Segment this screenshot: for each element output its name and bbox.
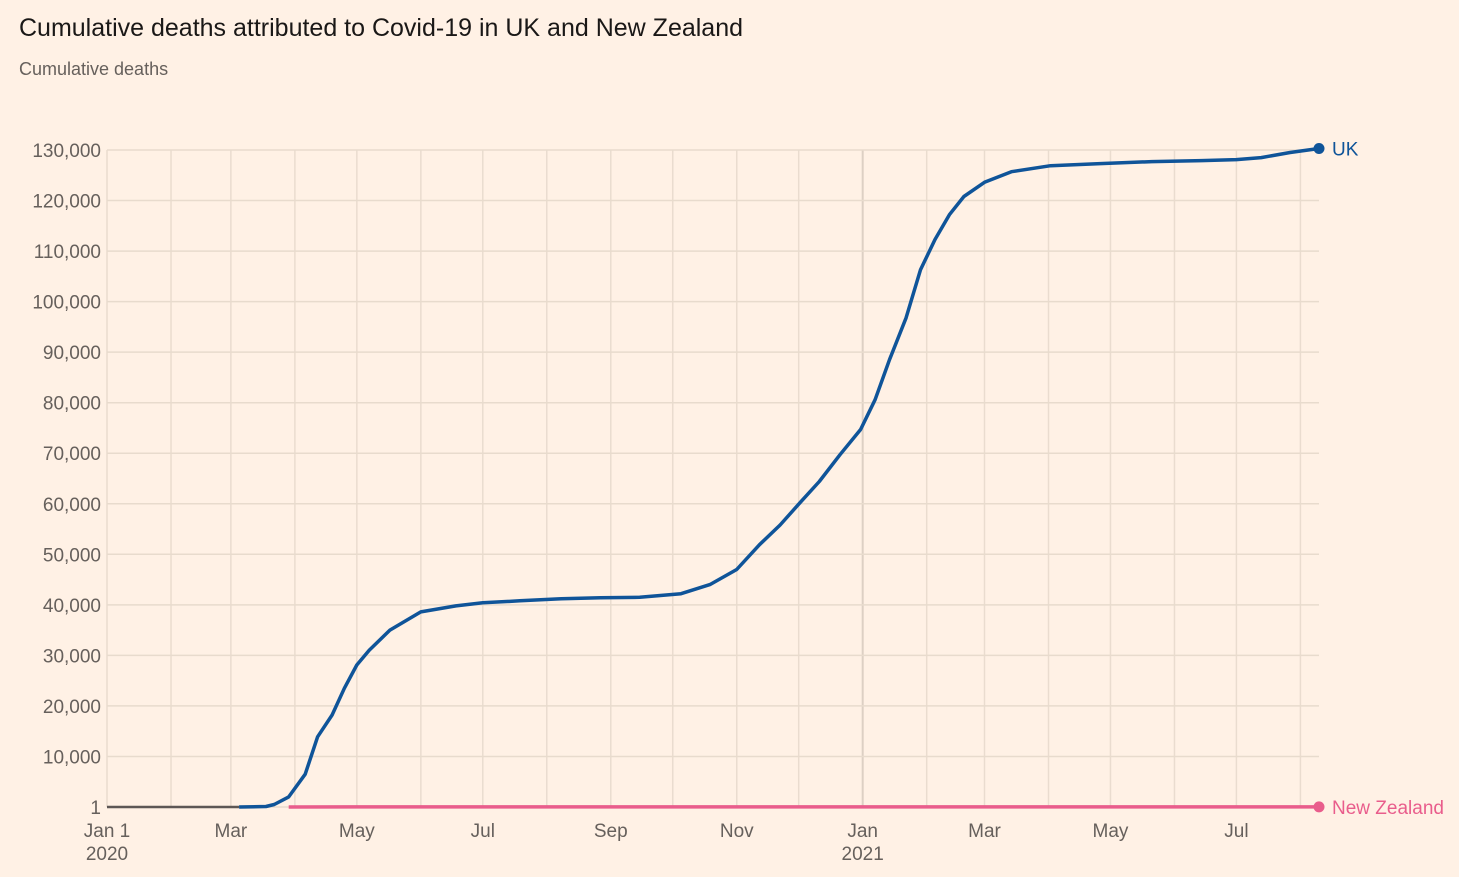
chart-title: Cumulative deaths attributed to Covid-19… <box>19 14 744 42</box>
x-tick-label: Jan 1 <box>84 821 130 842</box>
y-tick-label: 120,000 <box>32 192 101 213</box>
series-label: New Zealand <box>1332 798 1444 819</box>
y-tick-label: 10,000 <box>43 747 101 768</box>
x-tick-label: Sep <box>594 821 628 842</box>
series-end-marker <box>1313 801 1325 813</box>
x-tick-label: Jan <box>847 821 878 842</box>
y-tick-label: 1 <box>90 798 101 819</box>
x-tick-year-label: 2021 <box>842 844 884 865</box>
series-end-marker <box>1313 142 1325 154</box>
y-tick-label: 80,000 <box>43 394 101 415</box>
y-tick-label: 50,000 <box>43 545 101 566</box>
chart-subtitle: Cumulative deaths <box>19 59 169 79</box>
y-tick-label: 40,000 <box>43 596 101 617</box>
series-label: UK <box>1332 139 1359 160</box>
x-tick-label: Mar <box>215 821 248 842</box>
y-tick-label: 130,000 <box>32 141 101 162</box>
x-tick-label: Mar <box>968 821 1001 842</box>
x-tick-year-label: 2020 <box>86 844 128 865</box>
y-tick-label: 20,000 <box>43 697 101 718</box>
x-tick-label: Jul <box>471 821 495 842</box>
y-tick-label: 60,000 <box>43 495 101 516</box>
x-tick-label: Nov <box>720 821 754 842</box>
x-tick-label: May <box>1093 821 1129 842</box>
y-tick-label: 100,000 <box>32 293 101 314</box>
x-tick-label: Jul <box>1224 821 1248 842</box>
y-tick-label: 30,000 <box>43 646 101 667</box>
y-tick-label: 90,000 <box>43 343 101 364</box>
y-tick-label: 110,000 <box>34 242 101 263</box>
x-tick-label: May <box>339 821 375 842</box>
y-tick-label: 70,000 <box>43 444 101 465</box>
series-line-uk <box>239 146 1320 809</box>
